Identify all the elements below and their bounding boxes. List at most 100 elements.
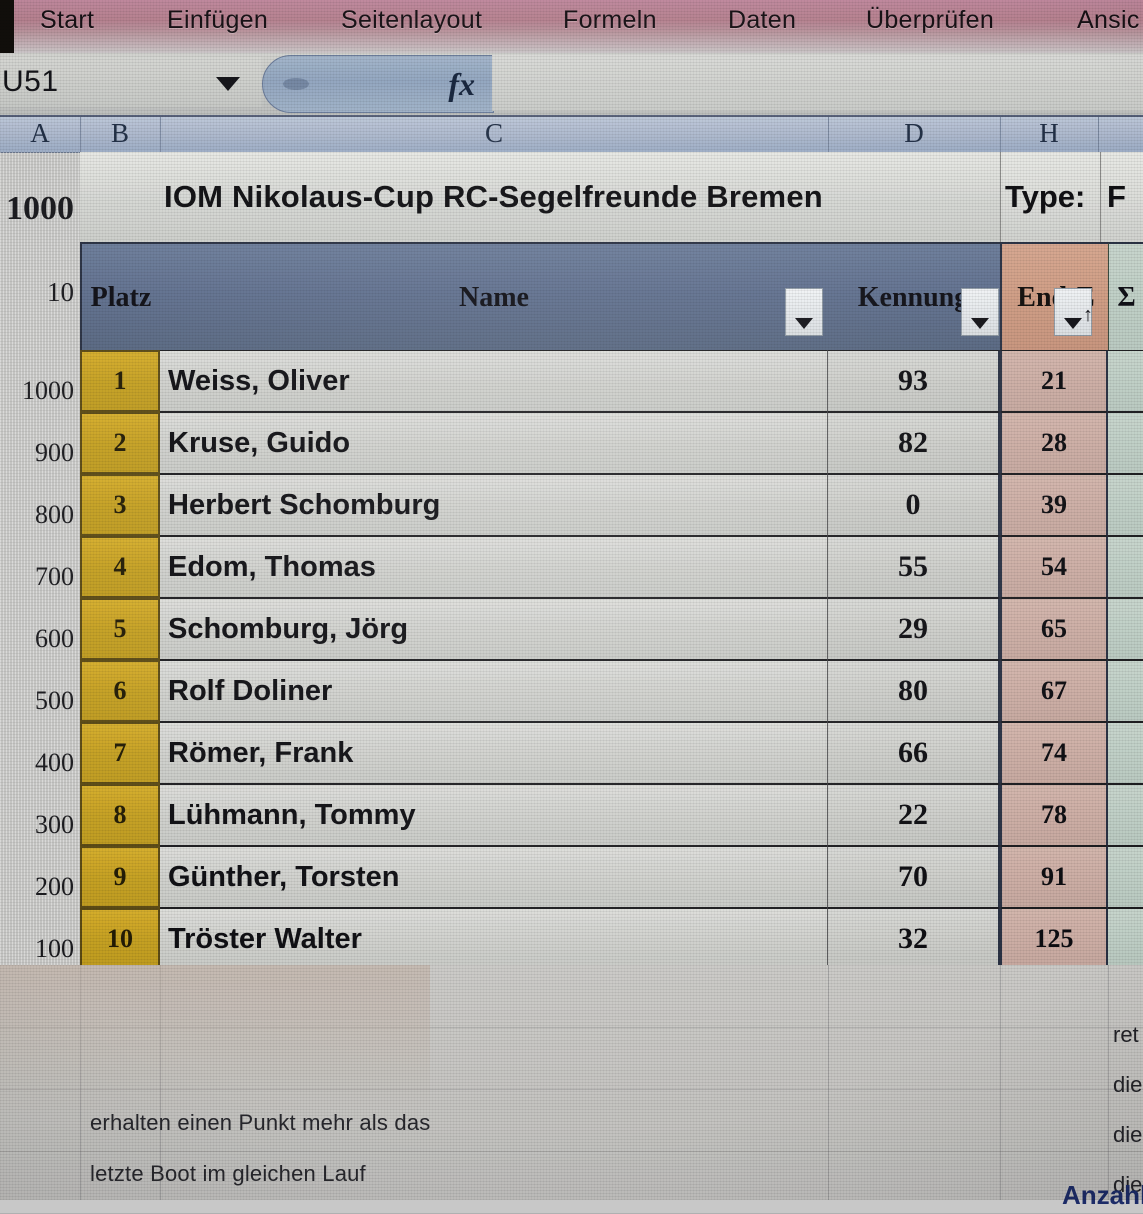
cell-endsum-row-7[interactable]: 74 — [1000, 722, 1108, 784]
insert-function-button[interactable]: fx — [262, 55, 494, 113]
cell-endsum-row-5[interactable]: 65 — [1000, 598, 1108, 660]
chevron-down-icon — [971, 318, 989, 329]
cell-endsum-row-4[interactable]: 54 — [1000, 536, 1108, 598]
cancel-icon — [283, 78, 309, 90]
cell-name-row-3[interactable]: Herbert Schomburg — [160, 474, 828, 536]
cell-kennung-row-10[interactable]: 32 — [828, 908, 1000, 970]
cell-name-row-10[interactable]: Tröster Walter — [160, 908, 828, 970]
cell-kennung-row-2[interactable]: 82 — [828, 412, 1000, 474]
row-header-3[interactable]: 800 — [0, 474, 80, 536]
cell-a-title[interactable]: 1000 — [0, 152, 80, 242]
ribbon-tab-seitenlayout[interactable]: Seitenlayout — [341, 6, 483, 34]
ribbon-tab--berpr-fen[interactable]: Überprüfen — [866, 6, 995, 34]
cell-platz-row-2[interactable]: 2 — [80, 412, 160, 474]
column-header-a[interactable]: A — [0, 117, 81, 152]
cell-kennung-row-9[interactable]: 70 — [828, 846, 1000, 908]
cell-endsum-row-10[interactable]: 125 — [1000, 908, 1108, 970]
header-name[interactable]: Name — [459, 282, 529, 313]
cell-kennung-row-5[interactable]: 29 — [828, 598, 1000, 660]
cell-kennung-row-6[interactable]: 80 — [828, 660, 1000, 722]
cell-platz-row-4[interactable]: 4 — [80, 536, 160, 598]
cell-platz-row-9[interactable]: 9 — [80, 846, 160, 908]
cell-type-label[interactable]: Type: — [1000, 152, 1101, 245]
cell-platz-row-6[interactable]: 6 — [80, 660, 160, 722]
cell-a-header[interactable]: 10 — [0, 242, 80, 350]
column-header-h[interactable]: H — [1000, 117, 1099, 152]
row-header-5[interactable]: 600 — [0, 598, 80, 660]
cell-name-row-8[interactable]: Lühmann, Tommy — [160, 784, 828, 846]
cell-platz-row-3[interactable]: 3 — [80, 474, 160, 536]
cell-sigma-row-3[interactable] — [1108, 474, 1143, 536]
cell-sigma-row-6[interactable] — [1108, 660, 1143, 722]
cell-endsum-row-3[interactable]: 39 — [1000, 474, 1108, 536]
row-header-7[interactable]: 400 — [0, 722, 80, 784]
ribbon-tab-einf-gen[interactable]: Einfügen — [167, 6, 269, 34]
cell-name-row-6[interactable]: Rolf Doliner — [160, 660, 828, 722]
cell-platz-row-8[interactable]: 8 — [80, 784, 160, 846]
cell-endsum-row-6[interactable]: 67 — [1000, 660, 1108, 722]
empty-gridline-vertical — [80, 965, 81, 1200]
cell-sigma-row-2[interactable] — [1108, 412, 1143, 474]
ribbon-tab-daten[interactable]: Daten — [728, 6, 797, 34]
row-header-2[interactable]: 900 — [0, 412, 80, 474]
cell-platz-row-5[interactable]: 5 — [80, 598, 160, 660]
column-header-b[interactable]: B — [80, 117, 161, 152]
cell-sigma-row-10[interactable] — [1108, 908, 1143, 970]
row-header-8[interactable]: 300 — [0, 784, 80, 846]
row-header-10[interactable]: 100 — [0, 908, 80, 970]
cell-kennung-row-7[interactable]: 66 — [828, 722, 1000, 784]
row-header-9[interactable]: 200 — [0, 846, 80, 908]
column-header-c[interactable]: C — [160, 117, 829, 152]
clipped-note-anzahl: Anzahl — [1062, 1180, 1143, 1210]
cell-sigma-row-5[interactable] — [1108, 598, 1143, 660]
table-header-band: Platz Name Kennung — [80, 242, 1004, 354]
cell-sigma-row-9[interactable] — [1108, 846, 1143, 908]
cell-endsum-row-1[interactable]: 21 — [1000, 350, 1108, 412]
cell-name-row-4[interactable]: Edom, Thomas — [160, 536, 828, 598]
window-left-edge — [0, 0, 14, 53]
cell-platz-row-7[interactable]: 7 — [80, 722, 160, 784]
cell-endsum-row-8[interactable]: 78 — [1000, 784, 1108, 846]
empty-gridline-vertical — [1000, 965, 1001, 1200]
sort-ascending-icon: ↑ — [1083, 304, 1093, 326]
cell-platz-row-1[interactable]: 1 — [80, 350, 160, 412]
header-kennung[interactable]: Kennung — [857, 282, 969, 313]
cell-name-row-2[interactable]: Kruse, Guido — [160, 412, 828, 474]
cell-platz-row-10[interactable]: 10 — [80, 908, 160, 970]
kennung-filter-button[interactable] — [961, 288, 999, 336]
header-platz[interactable]: Platz — [90, 282, 152, 313]
name-box[interactable]: U51 — [0, 57, 262, 107]
header-sigma[interactable]: Σ — [1108, 242, 1143, 354]
cell-sigma-row-7[interactable] — [1108, 722, 1143, 784]
ribbon-tab-start[interactable]: Start — [40, 6, 95, 34]
cell-sigma-row-1[interactable] — [1108, 350, 1143, 412]
ribbon-tab-ansic[interactable]: Ansic — [1077, 6, 1140, 34]
name-filter-button[interactable] — [785, 288, 823, 336]
cell-kennung-row-1[interactable]: 93 — [828, 350, 1000, 412]
row-header-1[interactable]: 1000 — [0, 350, 80, 412]
cell-title-banner[interactable]: IOM Nikolaus-Cup RC-Segelfreunde Bremen — [80, 152, 1000, 245]
endsum-filter-button[interactable]: ↑ — [1054, 288, 1093, 336]
ribbon-tab-formeln[interactable]: Formeln — [563, 6, 657, 34]
cell-kennung-row-8[interactable]: 22 — [828, 784, 1000, 846]
chevron-down-icon[interactable] — [216, 77, 240, 91]
row-header-6[interactable]: 500 — [0, 660, 80, 722]
cell-kennung-row-3[interactable]: 0 — [828, 474, 1000, 536]
cell-type-value[interactable]: F — [1100, 152, 1143, 245]
row-header-4[interactable]: 700 — [0, 536, 80, 598]
cell-endsum-row-9[interactable]: 91 — [1000, 846, 1108, 908]
chevron-down-icon — [1064, 318, 1082, 329]
cell-endsum-row-2[interactable]: 28 — [1000, 412, 1108, 474]
cell-name-row-1[interactable]: Weiss, Oliver — [160, 350, 828, 412]
cell-sigma-row-4[interactable] — [1108, 536, 1143, 598]
cell-name-row-9[interactable]: Günther, Torsten — [160, 846, 828, 908]
cell-kennung-row-4[interactable]: 55 — [828, 536, 1000, 598]
cell-name-row-7[interactable]: Römer, Frank — [160, 722, 828, 784]
cell-name-row-5[interactable]: Schomburg, Jörg — [160, 598, 828, 660]
cell-sigma-row-8[interactable] — [1108, 784, 1143, 846]
formula-input[interactable] — [492, 55, 1143, 111]
header-endsum[interactable]: End-Σ ↑ — [1000, 242, 1112, 354]
column-header-d[interactable]: D — [828, 117, 1001, 152]
